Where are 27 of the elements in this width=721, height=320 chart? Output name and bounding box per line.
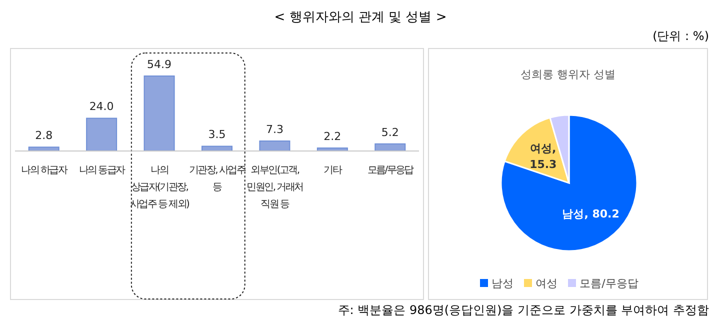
data-label: 남성, 80.2	[562, 207, 620, 220]
bar	[144, 75, 175, 152]
x-tick-label: 기타	[324, 165, 342, 176]
data-label: 3.5	[208, 128, 226, 142]
data-label: 2.2	[324, 130, 342, 143]
data-label: 24.0	[89, 100, 114, 114]
legend-label: 여성	[536, 277, 558, 290]
bar	[259, 140, 290, 152]
legend-label: 모름/무응답	[580, 277, 638, 290]
x-tick-label: 나의 상급자(기관장, 사업주 등 제외)	[130, 165, 190, 210]
chart-title: 성희롱 행위자 성별	[520, 67, 616, 82]
pie-slice	[500, 114, 638, 252]
data-label: 7.3	[266, 123, 284, 136]
data-label: 5.2	[381, 126, 399, 139]
x-tick-label: 모름/무응답	[367, 165, 414, 176]
x-tick-label: 나의 하급자	[21, 165, 68, 176]
data-label: 54.9	[147, 58, 172, 71]
data-label: 2.8	[35, 129, 53, 142]
chart-title: < 행위자와의 관계 및 성별 >	[273, 9, 448, 26]
text: 주: 백분율은 986명(응답인원)을 기준으로 가중치를 부여하여 추정함	[338, 302, 709, 319]
x-tick-label: 기관장, 사업주 등	[189, 165, 246, 193]
x-tick-label: 나의 동급자	[78, 165, 126, 176]
data-label: 여성, 15.3	[530, 142, 557, 171]
bar	[86, 118, 118, 152]
x-tick-label: 외부인(고객, 민원인, 거래처 직원 등	[246, 165, 303, 210]
text: (단위 : %)	[652, 28, 709, 45]
legend-label: 남성	[492, 277, 514, 290]
